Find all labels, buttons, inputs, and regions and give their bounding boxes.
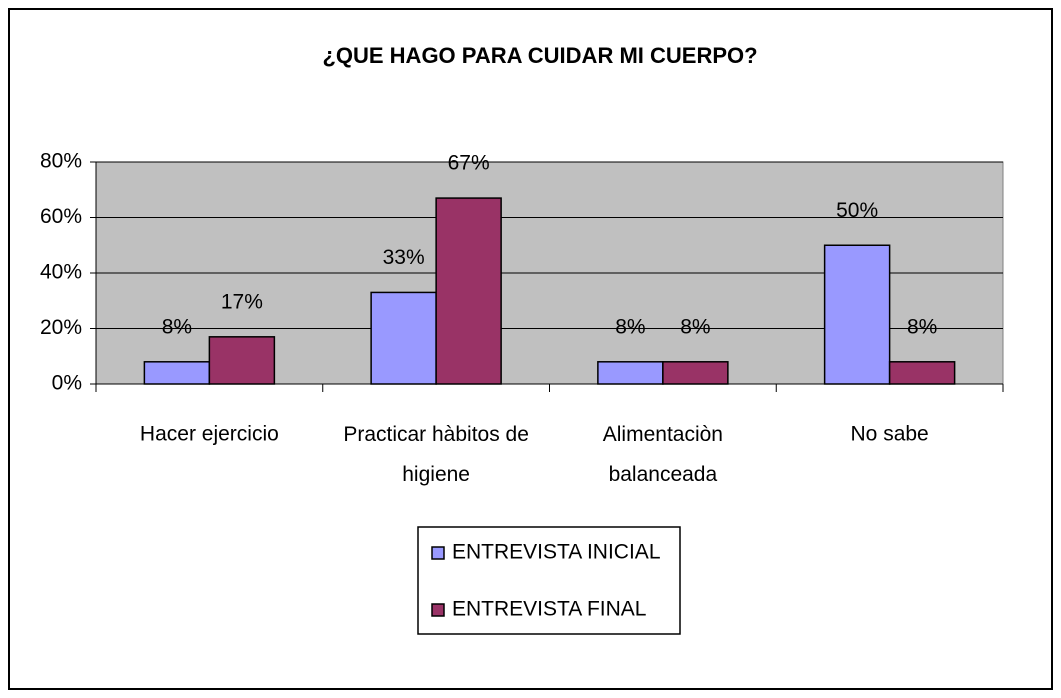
value-label: 33% [383, 246, 425, 269]
x-tick-label: Hacer ejercicio [140, 423, 279, 446]
bar [823, 244, 891, 385]
bar [208, 336, 276, 385]
chart-title: ¿QUE HAGO PARA CUIDAR MI CUERPO? [322, 43, 757, 68]
bar [370, 291, 437, 385]
bar [888, 361, 956, 385]
legend-swatch [431, 546, 445, 560]
value-label: 8% [907, 315, 937, 338]
x-tick-label: No sabe [851, 423, 929, 446]
bar [662, 361, 729, 385]
value-label: 8% [162, 315, 192, 338]
value-label: 8% [615, 315, 645, 338]
value-label: 8% [680, 315, 710, 338]
x-tick-label: Practicar hàbitos de higiene [343, 423, 529, 486]
y-tick-label: 20% [40, 316, 82, 339]
legend-box [417, 526, 681, 635]
y-tick-label: 0% [52, 372, 82, 395]
bar [435, 197, 502, 385]
value-label: 50% [836, 199, 878, 222]
y-tick-label: 40% [40, 261, 82, 284]
y-tick-label: 80% [40, 150, 82, 173]
bar [597, 361, 664, 385]
bar [143, 361, 211, 385]
x-tick-label: Alimentaciòn balanceada [603, 423, 723, 486]
legend-swatch [431, 603, 445, 617]
y-tick-label: 60% [40, 205, 82, 228]
legend-label: ENTREVISTA FINAL [452, 598, 647, 621]
legend-label: ENTREVISTA INICIAL [452, 541, 661, 564]
value-label: 67% [448, 152, 490, 175]
value-label: 17% [221, 290, 263, 313]
